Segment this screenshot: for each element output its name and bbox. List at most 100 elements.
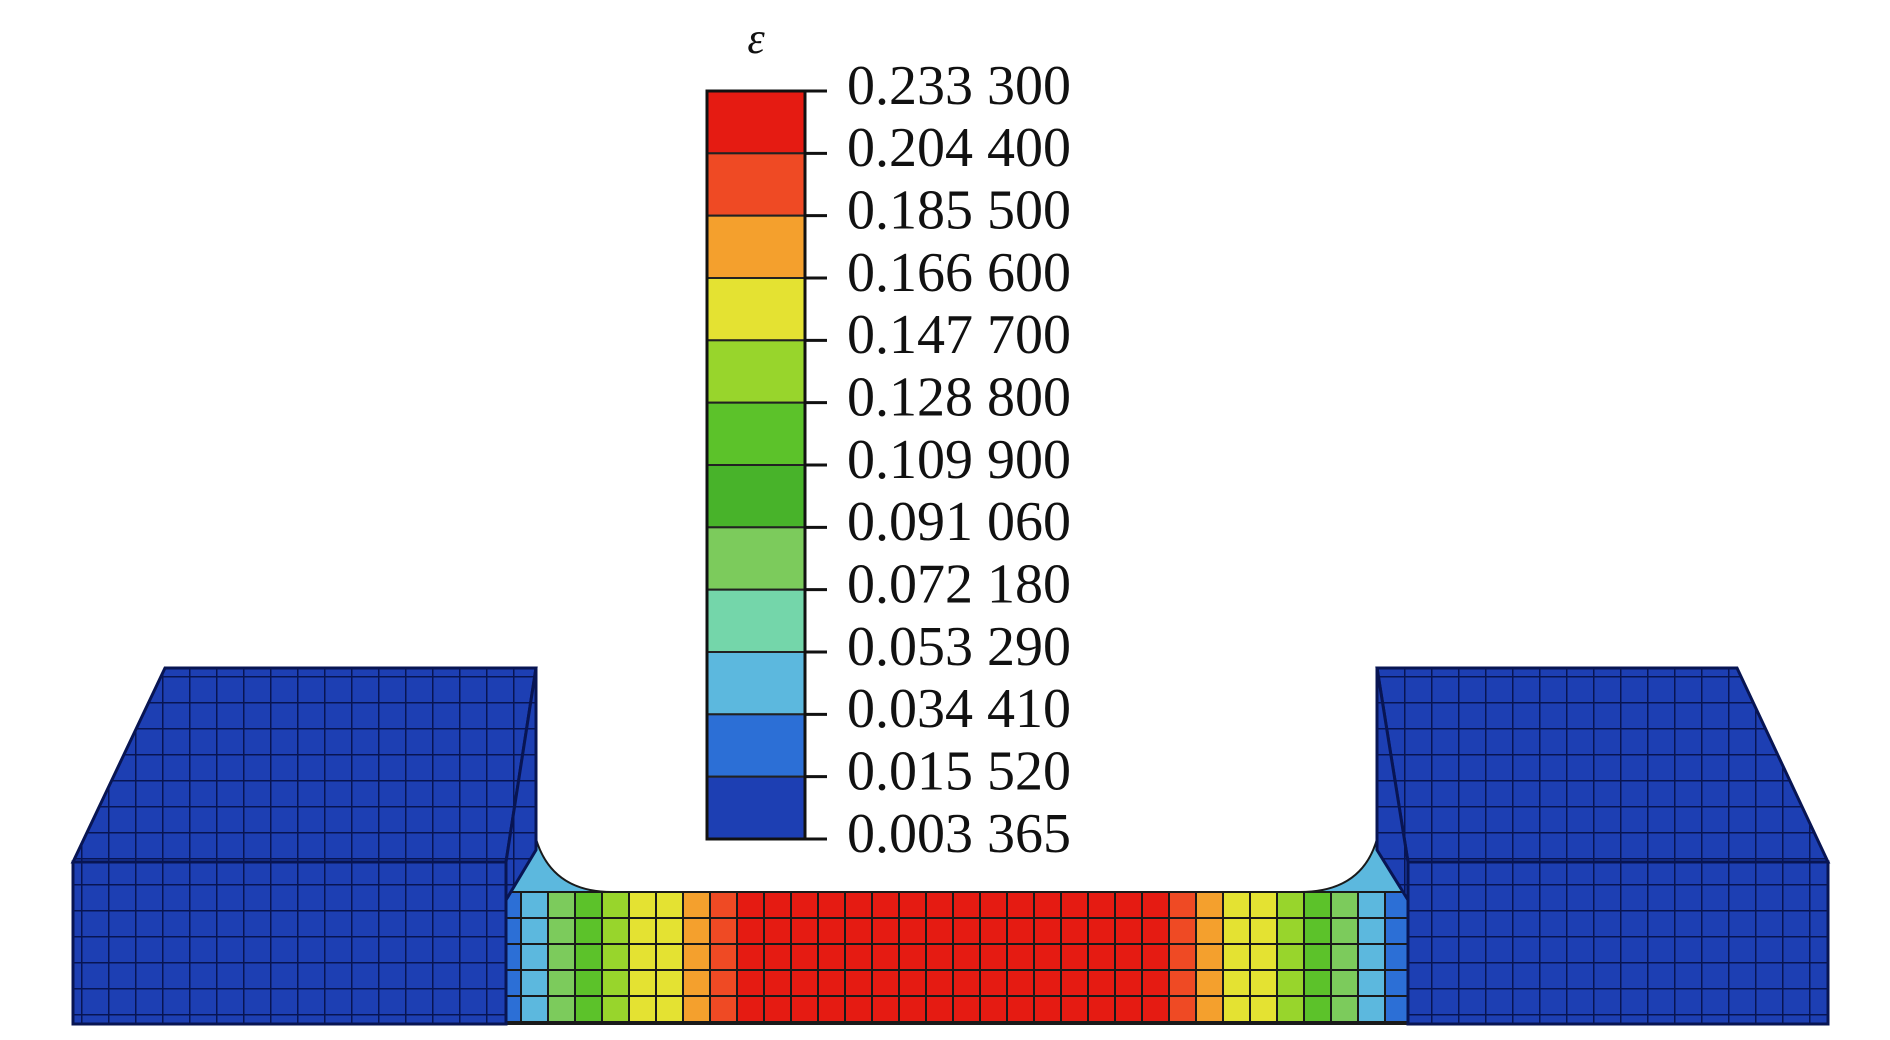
mesh-cell (709, 891, 738, 919)
mesh-cell (601, 1021, 630, 1025)
mesh-cell (925, 995, 954, 1023)
mesh-cell (1060, 917, 1089, 945)
mesh-cell (979, 917, 1008, 945)
block-grid (71, 860, 508, 1026)
mesh-cell (1033, 995, 1062, 1023)
mesh-cell (1006, 891, 1035, 919)
mesh-cell (871, 995, 900, 1023)
mesh-cell (574, 995, 603, 1023)
mesh-cell (1087, 1021, 1116, 1025)
mesh-cell (520, 995, 549, 1023)
mesh-cell (925, 943, 954, 971)
legend-band (706, 339, 806, 404)
mesh-cell (601, 943, 630, 971)
mesh-cell (1303, 1021, 1332, 1025)
legend-label: 0.204 400 (847, 117, 1071, 179)
mesh-cell (979, 995, 1008, 1023)
legend-label: 0.233 300 (847, 55, 1071, 117)
mesh-cell (1168, 917, 1197, 945)
legend-band (706, 90, 806, 155)
mesh-cell (1249, 995, 1278, 1023)
mesh-cell (1141, 995, 1170, 1023)
mesh-cell (1357, 917, 1386, 945)
mesh-cell (763, 969, 792, 997)
mesh-cell (898, 995, 927, 1023)
legend-band (706, 464, 806, 529)
mesh-cell (1168, 1021, 1197, 1025)
mesh-cell (655, 917, 684, 945)
mesh-cell (709, 943, 738, 971)
mesh-cell (1330, 943, 1359, 971)
mesh-cell (1114, 1021, 1143, 1025)
legend-band (706, 277, 806, 342)
mesh-cell (1060, 969, 1089, 997)
mesh-cell (1060, 995, 1089, 1023)
legend-label: 0.128 800 (847, 367, 1071, 429)
mesh-cell (601, 995, 630, 1023)
legend-band (706, 588, 806, 654)
mesh-cell (763, 1021, 792, 1025)
mesh-cell (1222, 943, 1251, 971)
mesh-cell (790, 969, 819, 997)
mesh-cell (709, 995, 738, 1023)
mesh-cell (1060, 1021, 1089, 1025)
mesh-cell (817, 917, 846, 945)
mesh-cell (1168, 943, 1197, 971)
mesh-cell (763, 943, 792, 971)
mesh-cell (1276, 943, 1305, 971)
mesh-cell (952, 969, 981, 997)
mesh-cell (952, 1021, 981, 1025)
mesh-cell (1330, 917, 1359, 945)
mesh-cell (1276, 891, 1305, 919)
mesh-cell (736, 917, 765, 945)
mesh-cell (1141, 917, 1170, 945)
mesh-cell (520, 917, 549, 945)
mesh-cell (1222, 917, 1251, 945)
mesh-cell (628, 917, 657, 945)
legend-band (706, 775, 806, 841)
mesh-cell (1222, 969, 1251, 997)
mesh-cell (1087, 969, 1116, 997)
mesh-cell (763, 891, 792, 919)
mesh-cell (790, 917, 819, 945)
mesh-cell (1006, 1021, 1035, 1025)
mesh-cell (574, 969, 603, 997)
mesh-cell (520, 1021, 549, 1025)
mesh-cell (1195, 969, 1224, 997)
mesh-cell (709, 917, 738, 945)
legend-label: 0.003 365 (847, 803, 1071, 865)
mesh-cell (682, 969, 711, 997)
mesh-cell (1330, 891, 1359, 919)
mesh-cell (925, 969, 954, 997)
mesh-cell (547, 891, 576, 919)
mesh-cell (547, 995, 576, 1023)
mesh-cell (547, 917, 576, 945)
mesh-cell (952, 891, 981, 919)
mesh-cell (574, 917, 603, 945)
mesh-cell (1357, 891, 1386, 919)
mesh-cell (601, 969, 630, 997)
mesh-cell (763, 917, 792, 945)
mesh-cell (1303, 995, 1332, 1023)
mesh-cell (790, 995, 819, 1023)
mesh-cell (844, 1021, 873, 1025)
mesh-cell (979, 943, 1008, 971)
mesh-cell (1303, 943, 1332, 971)
mesh-cell (1033, 917, 1062, 945)
legend-band (706, 214, 806, 280)
mesh-cell (979, 969, 1008, 997)
mesh-cell (1303, 891, 1332, 919)
mesh-cell (925, 1021, 954, 1025)
mesh-cell (979, 891, 1008, 919)
mesh-cell (1357, 969, 1386, 997)
mesh-cell (628, 969, 657, 997)
mesh-cell (1357, 943, 1386, 971)
mesh-cell (871, 969, 900, 997)
mesh-cell (682, 891, 711, 919)
mesh-cell (925, 891, 954, 919)
mesh-cell (1195, 1021, 1224, 1025)
legend-band (706, 713, 806, 778)
mesh-cell (1060, 891, 1089, 919)
block-grid (1375, 666, 1831, 864)
